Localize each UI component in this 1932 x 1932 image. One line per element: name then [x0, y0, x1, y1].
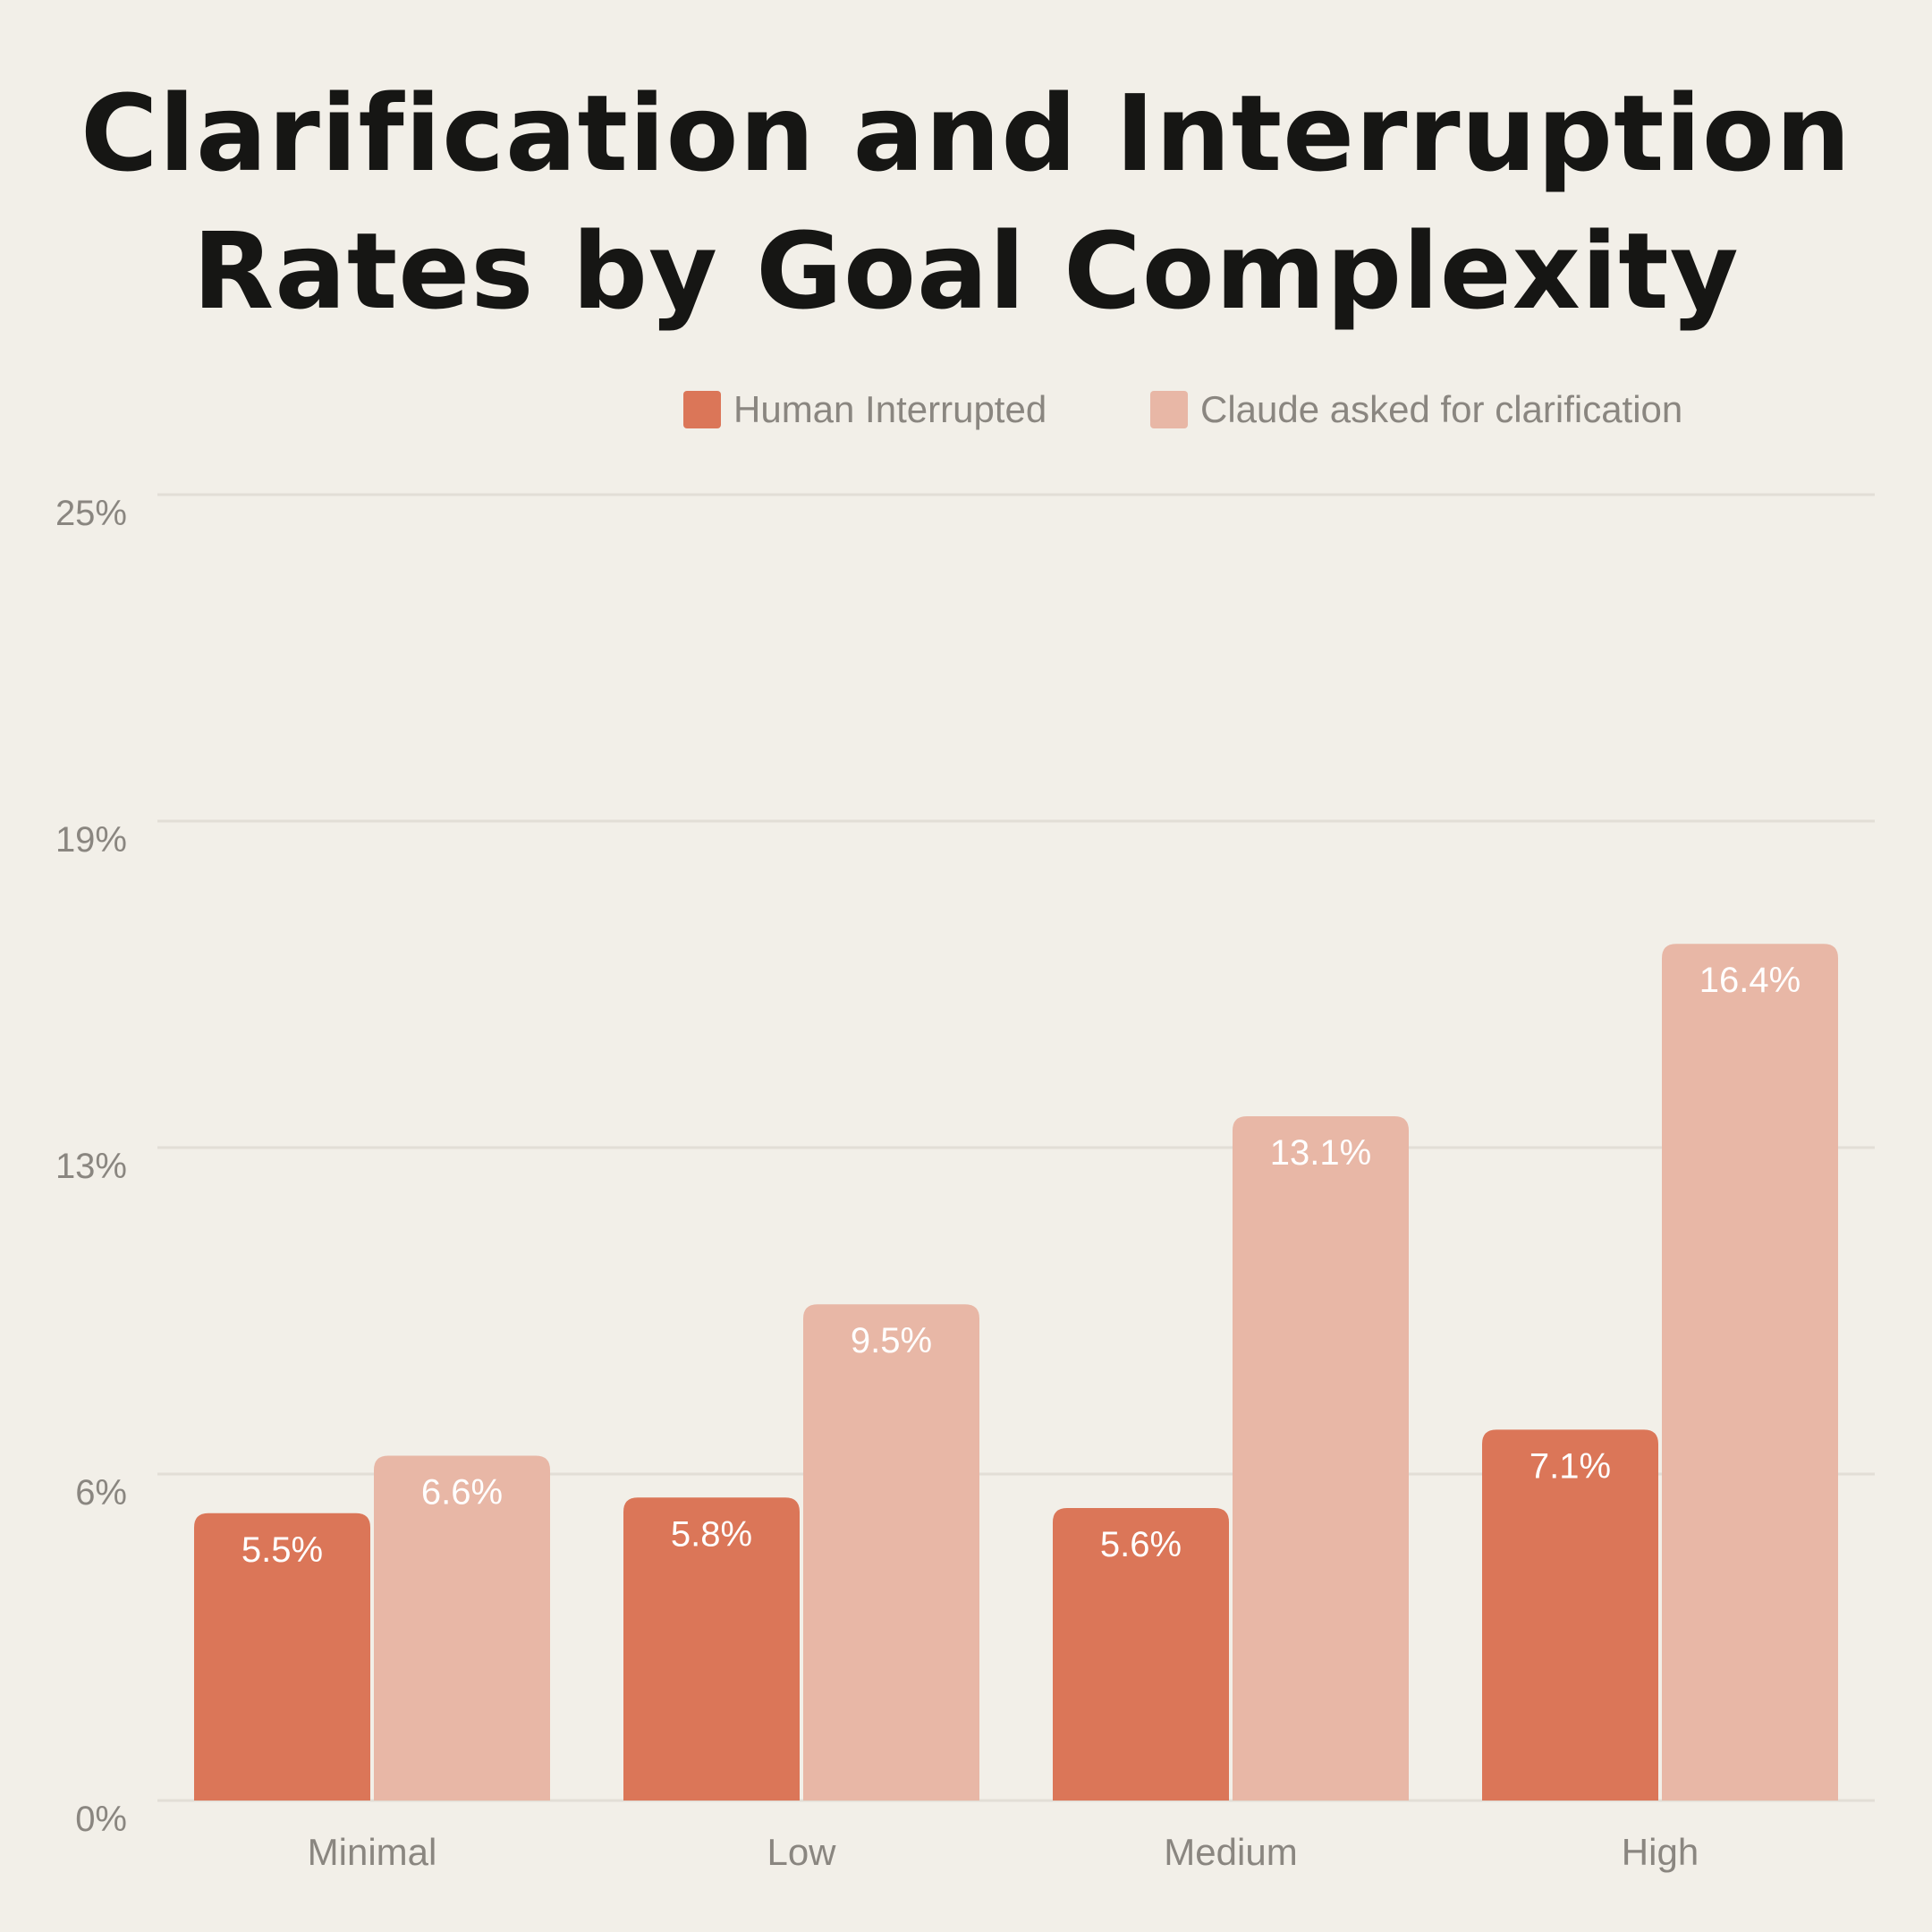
x-tick-label: Medium — [1164, 1831, 1297, 1873]
chart-title: Clarification and Interruption Rates by … — [0, 64, 1932, 340]
data-label: 9.5% — [851, 1321, 932, 1360]
bar-human-interrupted — [1482, 1429, 1658, 1801]
y-tick-label: 0% — [75, 1800, 127, 1839]
data-label: 5.5% — [242, 1530, 323, 1570]
chart-title-line-2: Rates by Goal Complexity — [192, 209, 1740, 333]
legend-swatch-human-interrupted — [683, 391, 721, 428]
bar-claude-clarification — [1233, 1115, 1409, 1801]
legend-label-human-interrupted: Human Interrupted — [733, 388, 1047, 430]
legend-item-claude-clarification: Claude asked for clarification — [1150, 383, 1682, 436]
data-label: 16.4% — [1699, 961, 1801, 1000]
bar-claude-clarification — [374, 1455, 550, 1801]
y-tick-label: 6% — [75, 1473, 127, 1513]
legend-item-human-interrupted: Human Interrupted — [683, 383, 1046, 436]
bar-human-interrupted — [623, 1497, 800, 1801]
bar-claude-clarification — [1662, 944, 1838, 1801]
x-tick-label: High — [1622, 1831, 1699, 1873]
bar-human-interrupted — [1053, 1507, 1229, 1801]
legend-label-claude-clarification: Claude asked for clarification — [1200, 388, 1683, 430]
x-tick-label: Low — [767, 1831, 836, 1873]
legend-swatch-claude-clarification — [1150, 391, 1188, 428]
data-label: 13.1% — [1270, 1133, 1371, 1173]
bar-human-interrupted — [194, 1513, 370, 1801]
bar-claude-clarification — [803, 1304, 979, 1801]
y-tick-label: 13% — [55, 1147, 127, 1186]
data-label: 5.6% — [1100, 1525, 1182, 1564]
data-label: 6.6% — [421, 1473, 503, 1513]
x-tick-label: Minimal — [308, 1831, 437, 1873]
y-tick-label: 19% — [55, 820, 127, 860]
data-label: 5.8% — [671, 1514, 752, 1554]
chart-title-line-1: Clarification and Interruption — [80, 72, 1852, 195]
data-label: 7.1% — [1530, 1446, 1611, 1486]
y-tick-label: 25% — [55, 494, 127, 533]
